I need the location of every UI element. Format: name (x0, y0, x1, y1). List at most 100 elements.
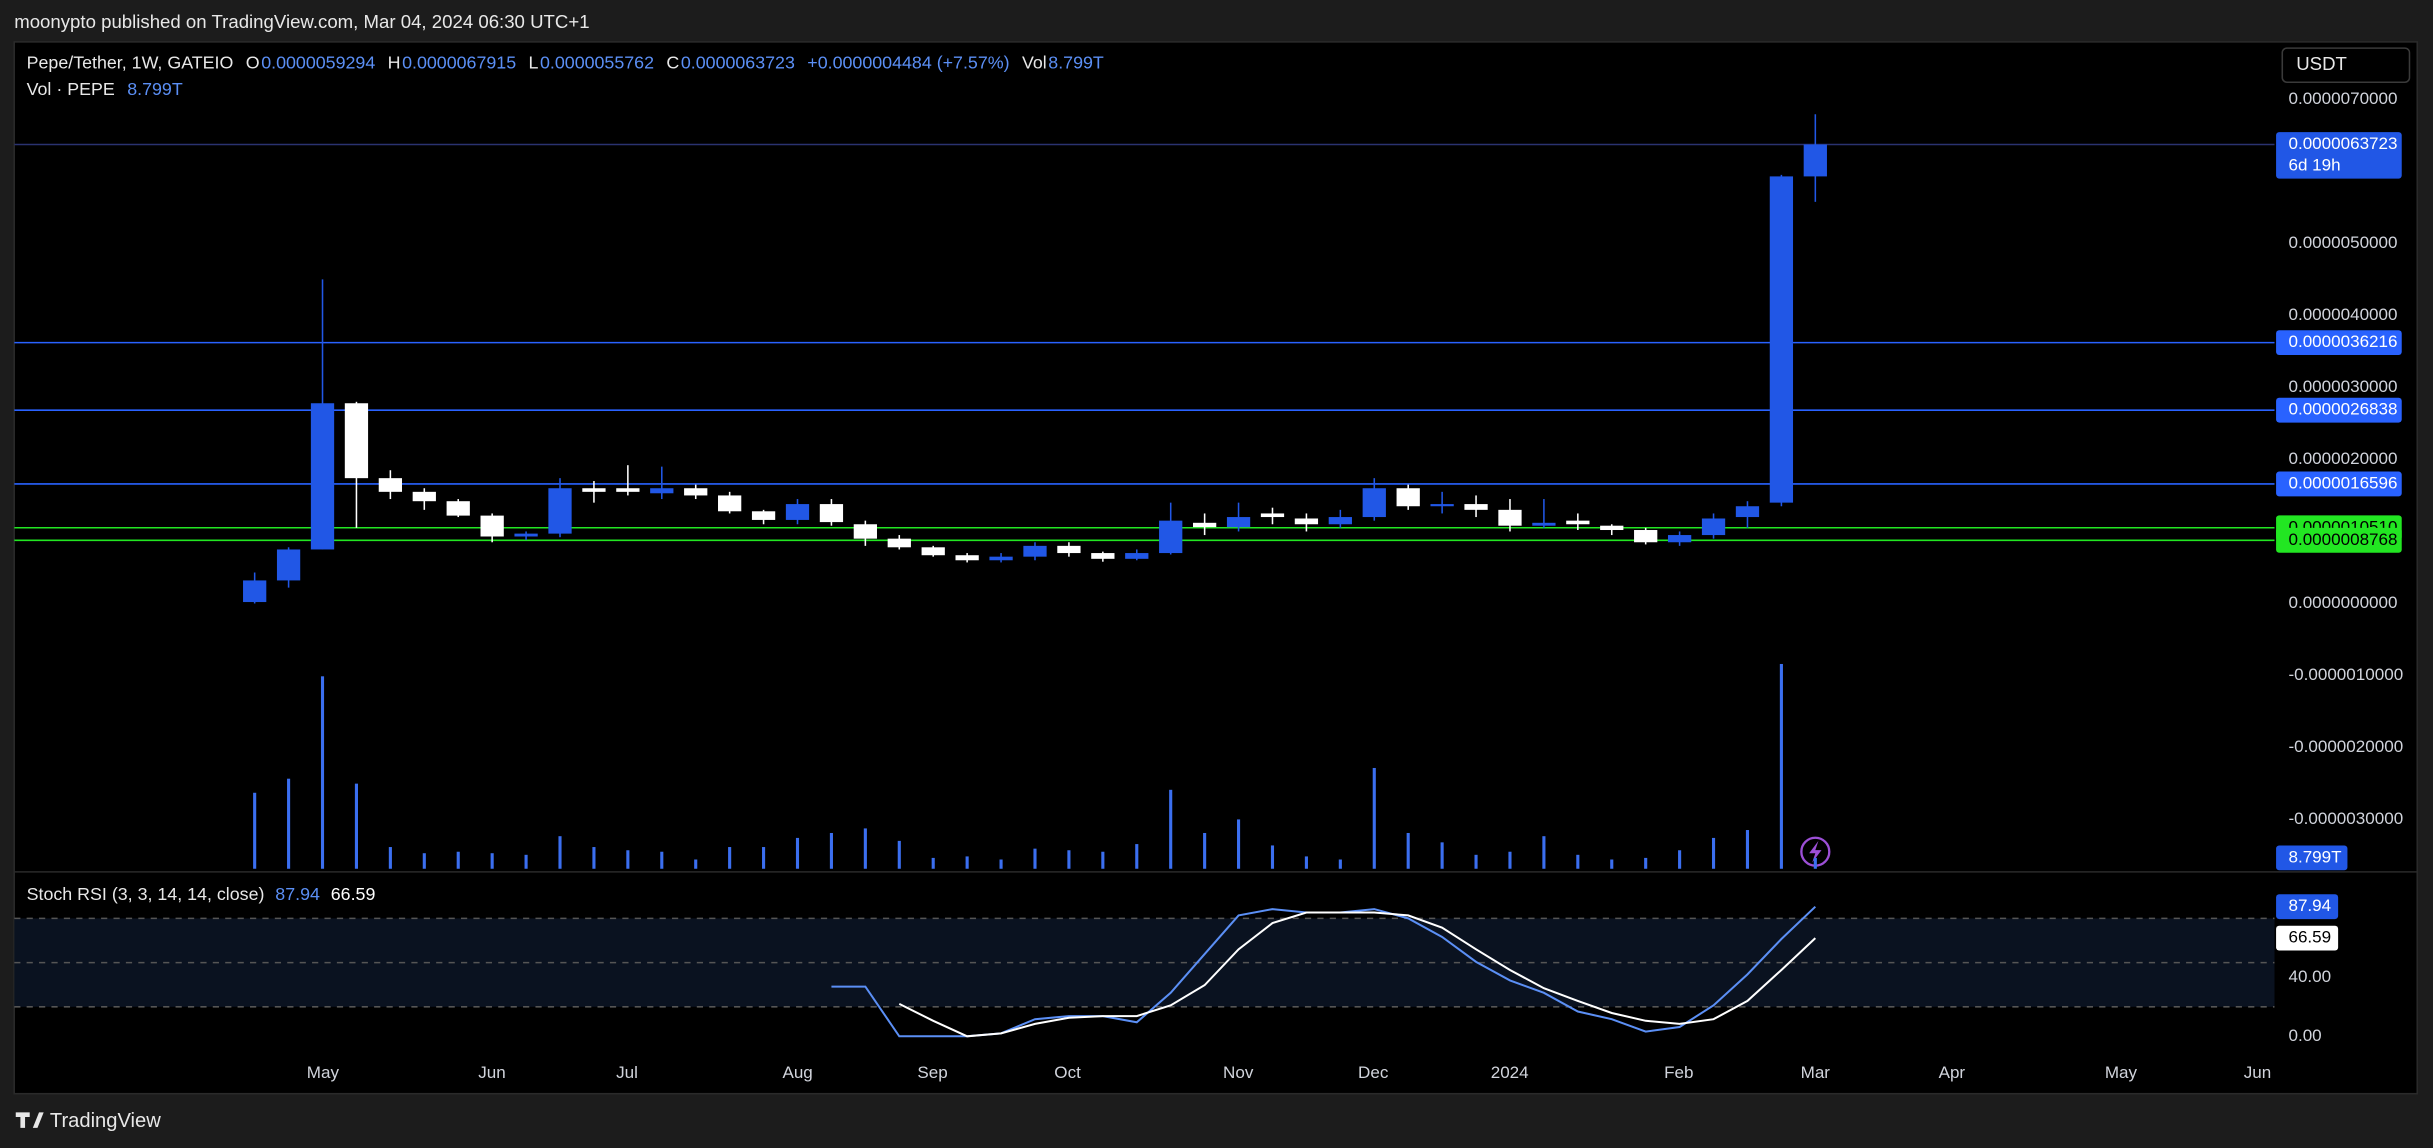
candle-body (1091, 553, 1115, 559)
candle-body (1159, 520, 1183, 554)
candle-body (1294, 518, 1319, 525)
volume-bar (1169, 789, 1173, 869)
volume-bar (626, 850, 630, 869)
volume-bar (1237, 819, 1241, 869)
volume-bar (388, 847, 392, 869)
level-label: 0.0000036216 (2288, 332, 2397, 351)
volume-bar (829, 832, 833, 869)
last-price-box (2276, 132, 2402, 179)
candle-body (650, 488, 674, 494)
volume-bar (1711, 837, 1716, 869)
stoch-pane (14, 905, 2275, 1038)
volume-name: Vol · PEPE (27, 79, 115, 99)
x-tick-label: Nov (1223, 1063, 1254, 1082)
candle-body (616, 488, 640, 492)
candle-body (1634, 530, 1658, 543)
legend-key: C (666, 52, 679, 72)
candle-body (1023, 545, 1047, 557)
candle-body (1803, 144, 1827, 177)
x-tick-label: Jun (478, 1063, 505, 1082)
volume-bar (1474, 854, 1478, 869)
volume-bar (1440, 842, 1444, 869)
candle-body (1566, 520, 1590, 525)
legend-key: O (246, 52, 260, 72)
legend-key: L (529, 52, 539, 72)
candle-body (1125, 553, 1149, 559)
x-tick-label: Mar (1801, 1063, 1831, 1082)
candle-body (1396, 488, 1420, 507)
volume-bar (1338, 859, 1342, 869)
candle-body (1328, 517, 1352, 525)
stoch-last-label: 66.59 (2288, 928, 2331, 947)
candle-body (480, 515, 504, 537)
candle-body (1192, 522, 1217, 528)
x-tick-label: Dec (1358, 1063, 1389, 1082)
y-tick-label: -0.0000030000 (2288, 809, 2403, 828)
brand-logo (15, 1112, 44, 1128)
volume-bar (320, 676, 325, 869)
y-tick-label: 0.0000050000 (2288, 233, 2397, 252)
volume-bar (1304, 856, 1308, 869)
stoch-last-box (2276, 925, 2339, 951)
candle-body (1735, 506, 1760, 518)
x-tick-label: Aug (782, 1063, 812, 1082)
legend-key: H (388, 52, 401, 72)
legend-vol-value: 8.799T (1048, 52, 1104, 72)
candle-body (955, 555, 979, 561)
volume-bar (897, 840, 901, 869)
currency-label[interactable]: USDT (2296, 53, 2347, 74)
candle-body (412, 491, 436, 502)
volume-bar (490, 853, 494, 869)
volume-bar (253, 792, 257, 869)
x-tick-label: May (307, 1063, 340, 1082)
candle-body (1701, 518, 1726, 536)
candle-body (1057, 545, 1081, 554)
candle-body (582, 488, 606, 492)
candle-body (344, 403, 369, 479)
candle-body (1226, 517, 1251, 528)
level-label-box (2276, 527, 2402, 553)
level-label-box (2276, 330, 2402, 356)
volume-bar (422, 853, 426, 869)
brand-name: TradingView (50, 1110, 161, 1132)
volume-bar (354, 783, 358, 869)
volume-bar (1745, 830, 1750, 869)
level-label-box (2276, 471, 2402, 497)
y-tick-label: -0.0000020000 (2288, 737, 2403, 756)
level-label: 0.0000026838 (2288, 400, 2397, 419)
candle-body (1667, 535, 1692, 543)
y-tick-label: 0.0000030000 (2288, 377, 2397, 396)
stoch-legend: Stoch RSI (3, 3, 14, 14, close) 87.94 66.5… (27, 884, 376, 904)
volume-last: 8.799T (127, 79, 183, 99)
candle-body (446, 501, 470, 516)
volume-bar (524, 854, 528, 869)
volume-bar (456, 851, 460, 869)
stoch-line (898, 911, 1817, 1038)
volume-bar (694, 859, 698, 869)
candle-body (853, 524, 877, 539)
volume-last-box (2276, 845, 2348, 871)
volume-bar (931, 857, 935, 869)
stoch-tick-label: 40.00 (2288, 967, 2331, 986)
currency-button[interactable] (2281, 47, 2411, 83)
volume-bar (1067, 850, 1071, 869)
candle-body (310, 403, 335, 550)
volume-bar (592, 847, 596, 869)
volume-bar (287, 778, 291, 869)
volume-bar (728, 847, 732, 869)
x-tick-label: Feb (1664, 1063, 1693, 1082)
x-tick-label: Jun (2244, 1063, 2271, 1082)
volume-bar (795, 837, 800, 869)
volume-bar (965, 856, 969, 869)
stoch-last-label: 87.94 (2288, 896, 2331, 915)
volume-legend: Vol · PEPE 8.799T (27, 79, 183, 99)
volume-bar (999, 859, 1003, 869)
candle-body (785, 504, 810, 520)
x-tick-label: Jul (616, 1063, 638, 1082)
volume-bar (558, 836, 562, 869)
legend-vol-key: Vol (1022, 52, 1047, 72)
candle-body (684, 488, 708, 496)
volume-last-label: 8.799T (2288, 847, 2342, 866)
candle-body (1532, 522, 1556, 526)
